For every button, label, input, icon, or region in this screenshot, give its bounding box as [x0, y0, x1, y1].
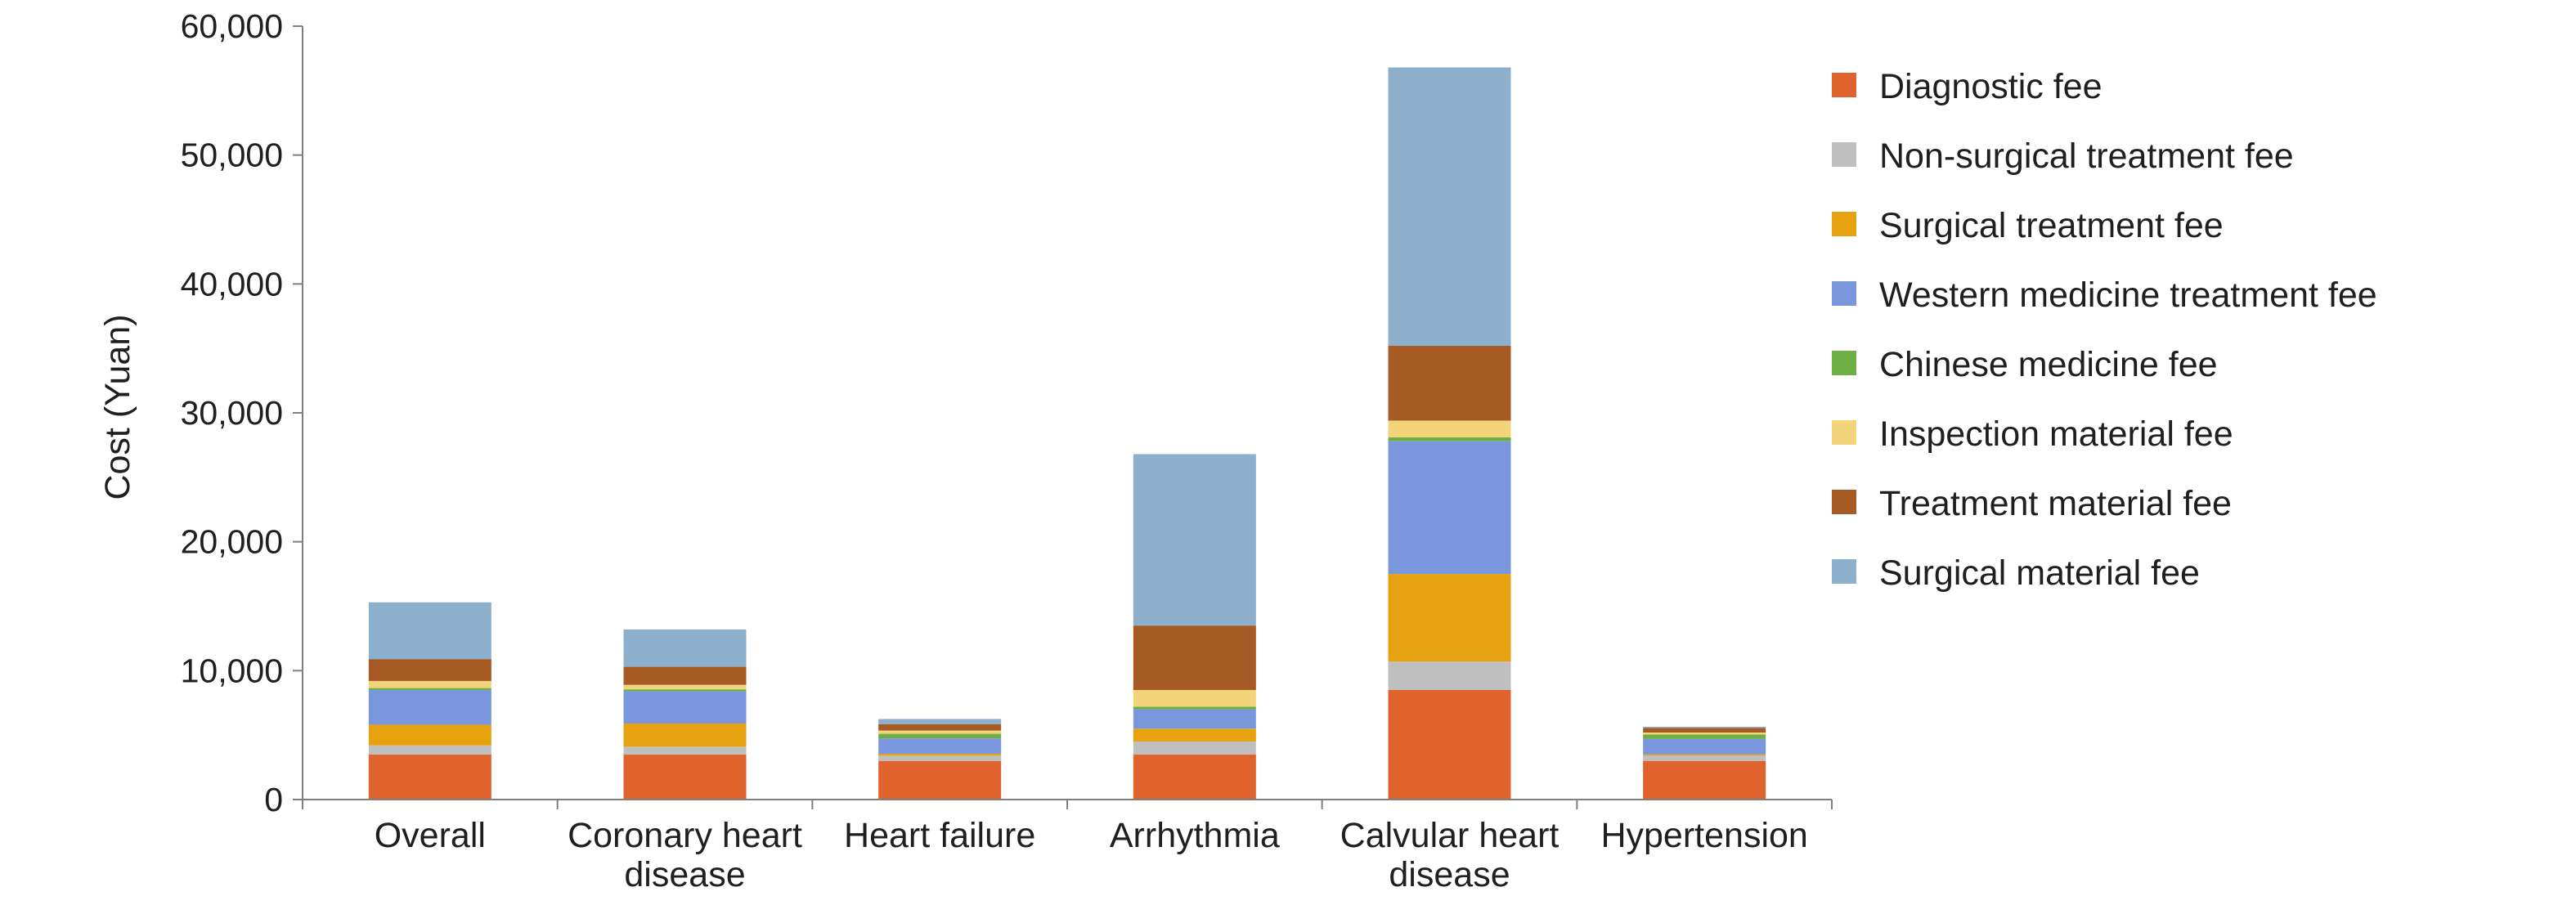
- bar-segment: [368, 680, 491, 688]
- bar-segment: [1643, 754, 1766, 756]
- legend-swatch: [1832, 281, 1856, 306]
- bar-segment: [1133, 728, 1256, 742]
- bar-segment: [1388, 67, 1511, 347]
- bar-segment: [368, 724, 491, 746]
- bar-segment: [1643, 726, 1766, 728]
- legend-swatch: [1832, 420, 1856, 445]
- bar-segment: [623, 629, 747, 667]
- bar-segment: [1388, 441, 1511, 575]
- y-tick-label: 10,000: [181, 652, 283, 689]
- bar-segment: [368, 745, 491, 755]
- bar-segment: [1133, 454, 1256, 626]
- bar-segment: [623, 746, 747, 755]
- legend-swatch: [1832, 73, 1856, 97]
- bars-layer: [368, 67, 1766, 800]
- bar-segment: [368, 689, 491, 725]
- bar-segment: [1133, 689, 1256, 707]
- x-tick-label: Calvular heart: [1340, 816, 1560, 855]
- legend-label: Diagnostic fee: [1879, 67, 2103, 106]
- bar-segment: [878, 760, 1002, 800]
- x-tick-label: disease: [1389, 855, 1510, 894]
- bar-segment: [1388, 574, 1511, 662]
- legend-swatch: [1832, 212, 1856, 236]
- legend: Diagnostic fee Non-surgical treatment fee…: [1832, 67, 2377, 593]
- bar-segment: [878, 738, 1002, 755]
- legend-label: Treatment material fee: [1879, 484, 2232, 523]
- bar-segment: [623, 684, 747, 690]
- bar-segment: [1388, 420, 1511, 437]
- bar-segment: [623, 754, 747, 800]
- bar-segment: [623, 666, 747, 685]
- bar-segment: [623, 723, 747, 747]
- bar-segment: [878, 724, 1002, 731]
- legend-label: Surgical treatment fee: [1879, 206, 2224, 245]
- bar-segment: [368, 754, 491, 800]
- y-tick-label: 60,000: [181, 7, 283, 45]
- bar-segment: [1133, 709, 1256, 729]
- legend-label: Inspection material fee: [1879, 414, 2233, 454]
- bar-segment: [878, 719, 1002, 724]
- bar-segment: [878, 755, 1002, 761]
- y-tick-label: 30,000: [181, 394, 283, 432]
- legend-swatch: [1832, 351, 1856, 375]
- legend-swatch: [1832, 490, 1856, 514]
- y-tick-label: 40,000: [181, 265, 283, 302]
- x-tick-label: Arrhythmia: [1110, 816, 1280, 855]
- legend-label: Chinese medicine fee: [1879, 345, 2218, 384]
- bar-segment: [878, 733, 1002, 739]
- bar-segment: [368, 602, 491, 660]
- bar-segment: [1133, 625, 1256, 690]
- x-tick-label: Heart failure: [844, 816, 1035, 855]
- bar-segment: [1643, 734, 1766, 739]
- bar-segment: [878, 754, 1002, 756]
- legend-label: Surgical material fee: [1879, 553, 2200, 593]
- bar-segment: [1643, 733, 1766, 735]
- bar-segment: [623, 691, 747, 724]
- bar-segment: [1388, 437, 1511, 441]
- legend-label: Non-surgical treatment fee: [1879, 137, 2294, 176]
- bar-segment: [1643, 728, 1766, 733]
- x-tick-label: disease: [624, 855, 745, 894]
- bar-segment: [1133, 706, 1256, 710]
- x-tick-label: Overall: [375, 816, 486, 855]
- x-tick-label: Hypertension: [1600, 816, 1807, 855]
- bar-segment: [1643, 755, 1766, 761]
- bar-segment: [1133, 754, 1256, 800]
- bar-segment: [1133, 742, 1256, 755]
- bar-segment: [1643, 738, 1766, 755]
- bar-segment: [878, 730, 1002, 734]
- y-axis-title: Cost (Yuan): [98, 314, 137, 500]
- legend-swatch: [1832, 559, 1856, 584]
- y-tick-label: 50,000: [181, 137, 283, 174]
- bar-segment: [368, 659, 491, 681]
- bar-segment: [1388, 346, 1511, 421]
- legend-label: Western medicine treatment fee: [1879, 276, 2377, 315]
- y-tick-label: 0: [264, 781, 283, 818]
- y-tick-label: 20,000: [181, 523, 283, 561]
- bar-segment: [1388, 689, 1511, 800]
- bar-segment: [1388, 661, 1511, 690]
- bar-segment: [623, 689, 747, 692]
- bar-segment: [368, 688, 491, 690]
- bar-segment: [1643, 760, 1766, 800]
- x-tick-label: Coronary heart: [568, 816, 802, 855]
- legend-swatch: [1832, 142, 1856, 167]
